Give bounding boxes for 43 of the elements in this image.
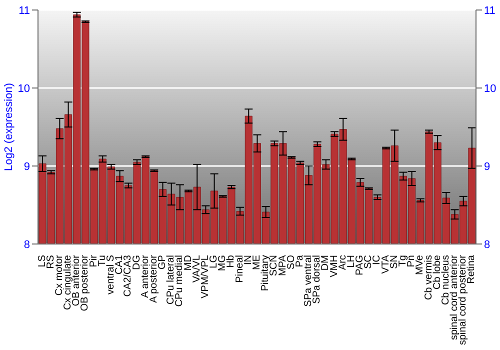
x-tick-label: VMH xyxy=(328,255,340,278)
x-tick-label: RS xyxy=(45,254,56,269)
x-tick-label: ventral S xyxy=(106,254,116,294)
x-tick-label: Pineal xyxy=(234,255,246,283)
x-tick-label: IC xyxy=(372,255,383,265)
y2-tick-label: 9 xyxy=(484,160,490,173)
y2-tick-label: 11 xyxy=(484,4,496,17)
x-tick-label: SN xyxy=(388,255,400,269)
x-tick-label: Cb nucleus xyxy=(440,255,452,306)
x-tick-label: MPA xyxy=(277,254,288,276)
x-tick-label: MVe xyxy=(414,254,426,276)
x-tick-label: Tu xyxy=(96,255,108,266)
x-tick-label: DG xyxy=(131,254,142,270)
x-tick-label: Retina xyxy=(466,254,478,284)
y-tick-label: 8 xyxy=(24,238,30,251)
x-tick-label: Arc xyxy=(337,255,348,270)
x-tick-label: Pa xyxy=(294,254,306,268)
x-tick-label: CPu medial xyxy=(174,255,186,307)
x-tick-label: SCN xyxy=(268,255,280,276)
y-tick-label: 9 xyxy=(24,160,30,173)
x-tick-label: spinal cord posterior xyxy=(458,254,469,346)
x-tick-label: VPM/VPL xyxy=(200,254,211,298)
x-tick-label: Tg xyxy=(398,255,408,267)
x-tick-label: Hb xyxy=(226,254,237,268)
x-tick-label: VTA xyxy=(380,254,392,274)
x-tick-label: Pir xyxy=(88,254,100,268)
x-tick-label: DM xyxy=(320,255,332,271)
x-tick-label: A posterior xyxy=(148,254,160,303)
x-tick-label: SO xyxy=(286,254,297,270)
x-tick-label: Pituitary xyxy=(260,255,272,292)
y-tick-label: 10 xyxy=(18,82,30,95)
y-axis-title: Log2 (expression) xyxy=(2,82,15,172)
x-tick-label: LS xyxy=(36,254,48,268)
x-tick-label: LH xyxy=(346,255,357,268)
y2-tick-label: 8 xyxy=(484,238,490,251)
x-tick-label: IN xyxy=(242,255,254,265)
y2-tick-label: 10 xyxy=(484,82,496,95)
x-tick-label: Cb lobe xyxy=(432,254,443,290)
x-tick-label: OB posterior xyxy=(80,254,91,312)
x-tick-label: ME xyxy=(252,254,262,270)
x-tick-label: CA2/CA3 xyxy=(122,254,134,297)
y-tick-label: 11 xyxy=(18,4,30,17)
x-tick-label: A anterior xyxy=(140,254,151,298)
